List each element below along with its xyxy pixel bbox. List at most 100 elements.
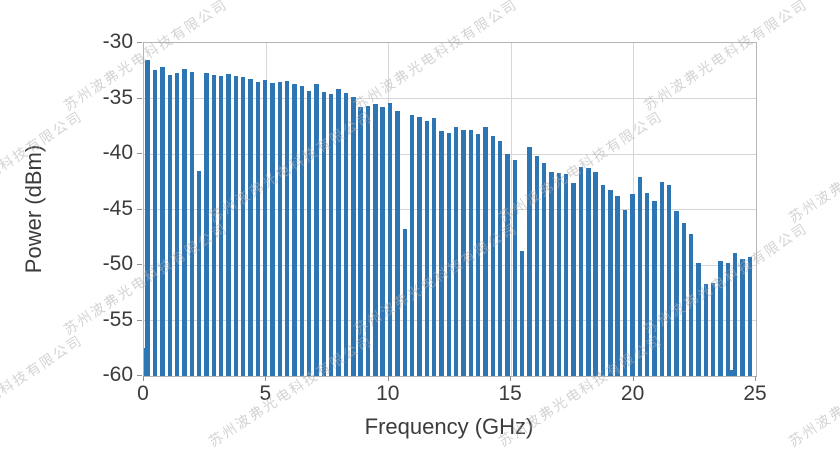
- spectrum-bar: [505, 154, 510, 376]
- plot-area: [143, 42, 757, 377]
- spectrum-bar: [644, 192, 650, 376]
- y-tick-label: -40: [102, 141, 133, 164]
- spectrum-bar: [387, 102, 393, 376]
- spectrum-bar: [417, 117, 422, 376]
- x-tick-mark: [265, 376, 267, 381]
- spectrum-bar: [409, 115, 415, 376]
- x-tick-label: 10: [376, 382, 400, 405]
- spectrum-bar: [468, 129, 473, 376]
- spectrum-bar: [703, 283, 709, 376]
- spectrum-bar: [534, 156, 540, 376]
- y-tick-mark: [137, 208, 142, 210]
- spectrum-bar: [490, 136, 496, 376]
- spectrum-bar: [564, 173, 569, 376]
- watermark-text: 苏州波弗光电科技有限公司: [0, 0, 86, 3]
- spectrum-bar: [285, 80, 290, 376]
- spectrum-bar: [160, 67, 165, 376]
- spectrum-bar: [248, 78, 253, 376]
- x-tick-mark: [143, 376, 144, 381]
- spectrum-bar: [270, 82, 275, 376]
- spectrum-bar: [218, 76, 224, 376]
- spectrum-bar: [593, 171, 598, 376]
- x-tick-label: 25: [743, 382, 767, 405]
- x-tick-label: 15: [498, 382, 522, 405]
- spectrum-bar: [732, 252, 738, 376]
- y-tick-mark: [137, 42, 142, 43]
- spectrum-bar: [688, 233, 694, 376]
- spectrum-bar: [608, 189, 613, 376]
- spectrum-bar: [233, 76, 238, 376]
- spectrum-bar: [637, 177, 642, 376]
- y-tick-mark: [137, 97, 142, 99]
- spectrum-bar: [365, 106, 371, 376]
- y-tick-mark: [137, 319, 142, 321]
- spectrum-bar: [240, 77, 246, 376]
- x-tick-label: 5: [259, 382, 272, 405]
- spectrum-bar: [358, 107, 363, 376]
- spectrum-bar: [674, 210, 679, 376]
- spectrum-bar: [725, 262, 731, 376]
- spectrum-bar: [475, 134, 481, 376]
- spectrum-bar: [622, 209, 628, 376]
- watermark-text: 苏州波弗光电科技有限公司: [495, 0, 667, 3]
- spectrum-bar: [520, 250, 525, 376]
- spectrum-bar: [571, 182, 576, 376]
- y-tick-mark: [137, 153, 142, 154]
- spectrum-bar: [615, 196, 620, 376]
- spectrum-bar: [446, 132, 451, 376]
- spectrum-bar: [696, 262, 701, 376]
- spectrum-bar: [380, 107, 385, 376]
- x-tick-label: 0: [137, 382, 149, 405]
- spectrum-bar: [652, 200, 657, 376]
- watermark-text: 苏州波弗光电科技有限公司: [785, 107, 840, 226]
- x-tick-mark: [387, 376, 389, 381]
- x-tick-mark: [510, 376, 512, 381]
- spectrum-bar: [329, 94, 334, 376]
- spectrum-bar: [659, 181, 664, 376]
- spectrum-bar: [351, 97, 356, 376]
- spectrum-bar: [718, 260, 723, 376]
- spectrum-bar: [152, 69, 158, 376]
- y-tick-label: -55: [102, 307, 133, 331]
- spectrum-bar: [600, 185, 606, 376]
- watermark-text: 苏州波弗光电科技有限公司: [785, 0, 840, 3]
- spectrum-bar: [226, 74, 231, 376]
- spectrum-bar: [681, 222, 686, 376]
- x-tick-label: 20: [620, 382, 645, 405]
- spectrum-bar: [336, 88, 341, 376]
- spectrum-bar: [395, 110, 400, 376]
- watermark-text: 苏州波弗光电科技有限公司: [785, 331, 840, 450]
- spectrum-bar: [542, 162, 547, 376]
- spectrum-bar: [196, 170, 202, 376]
- y-tick-label: -35: [102, 85, 133, 109]
- spectrum-bar: [512, 159, 518, 376]
- spectrum-bar: [710, 282, 716, 376]
- spectrum-bar: [174, 72, 180, 376]
- watermark-text: 苏州波弗光电科技有限公司: [0, 331, 86, 450]
- y-tick-mark: [137, 375, 142, 376]
- spectrum-bar: [556, 172, 562, 376]
- y-tick-label: -60: [102, 363, 133, 386]
- y-tick-mark: [137, 264, 142, 265]
- y-tick-label: -30: [102, 30, 133, 53]
- y-tick-label: -50: [102, 252, 133, 275]
- spectrum-bar: [630, 193, 635, 376]
- y-axis-title: Power (dBm): [21, 144, 46, 274]
- spectrum-bar: [314, 84, 319, 376]
- x-axis-title: Frequency (GHz): [364, 414, 534, 439]
- spectrum-bar: [424, 120, 429, 376]
- spectrum-bar: [321, 91, 327, 376]
- gridline-horizontal: [144, 98, 756, 99]
- spectrum-bar: [527, 147, 532, 376]
- spectrum-bar: [740, 259, 745, 376]
- spectrum-bar: [343, 92, 349, 376]
- spectrum-bar: [167, 75, 172, 376]
- spectrum-bar: [586, 168, 591, 376]
- spectrum-bar: [729, 370, 734, 376]
- spectrum-bar: [402, 229, 407, 376]
- spectrum-bar: [483, 127, 488, 376]
- spectrum-bar: [578, 167, 584, 376]
- spectrum-bar: [292, 84, 297, 376]
- spectrum-bar: [299, 86, 305, 376]
- spectrum-bar: [144, 348, 147, 376]
